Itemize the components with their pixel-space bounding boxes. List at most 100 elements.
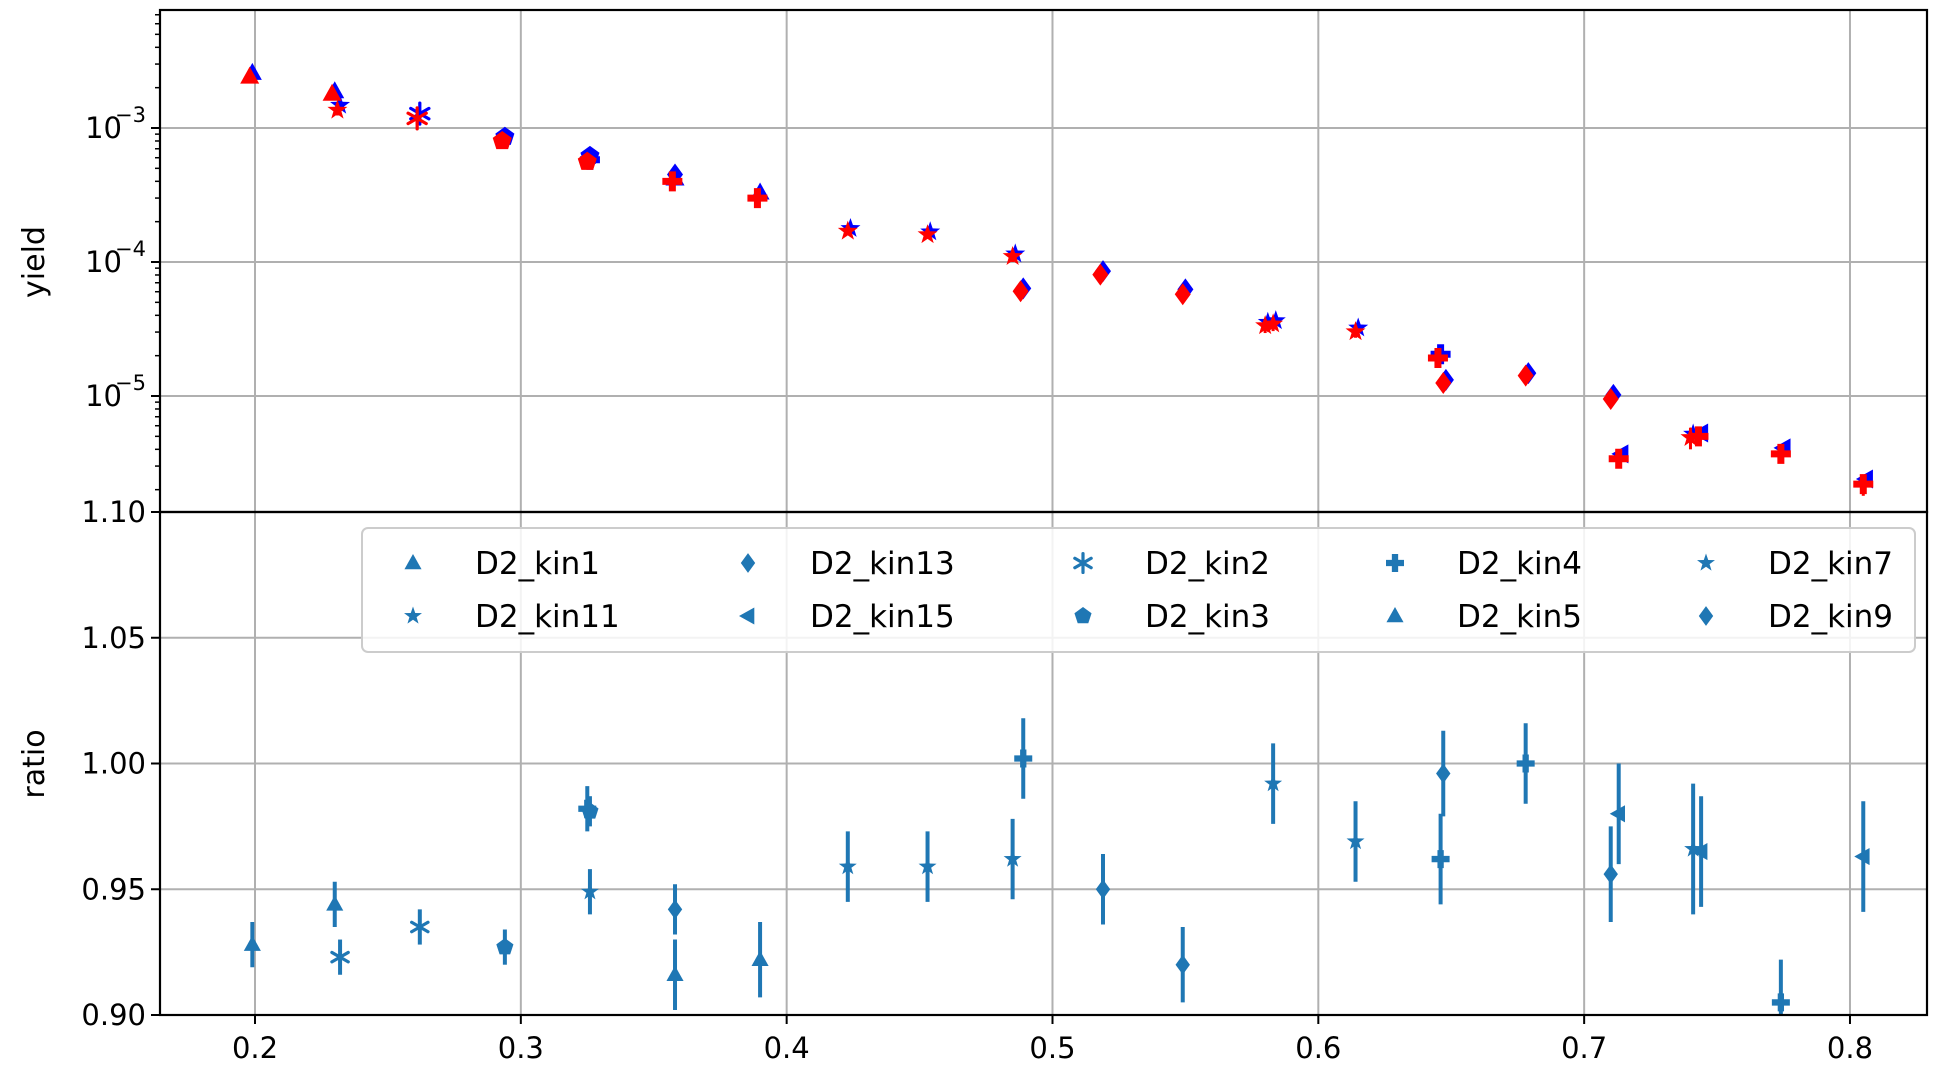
ratio-point bbox=[1854, 848, 1870, 866]
x-tick-label: 0.8 bbox=[1827, 1031, 1873, 1065]
legend-label: D2_kin5 bbox=[1457, 599, 1582, 635]
ratio-point bbox=[243, 935, 261, 951]
yield-point bbox=[1002, 245, 1023, 265]
yield-point bbox=[1345, 321, 1366, 341]
yield-y-tick-label: 10 bbox=[85, 379, 122, 413]
yield-point bbox=[1602, 387, 1619, 410]
yield-y-tick-exponent: −4 bbox=[115, 237, 146, 261]
yield-point bbox=[837, 220, 858, 240]
ratio-panel: 0.900.951.001.051.10 0.2 0.3 0.4 0.5 0.6 0.7 0… bbox=[17, 495, 1927, 1065]
yield-y-tick-label: 10 bbox=[85, 111, 122, 145]
ratio-point bbox=[1516, 754, 1535, 773]
legend-marker bbox=[1386, 554, 1404, 572]
ratio-point bbox=[330, 946, 350, 969]
legend-label: D2_kin7 bbox=[1768, 546, 1893, 582]
ratio-point bbox=[1436, 763, 1451, 784]
yield-point bbox=[840, 217, 861, 237]
legend-marker bbox=[1698, 606, 1714, 626]
yield-point bbox=[920, 221, 941, 241]
legend-label: D2_kin9 bbox=[1768, 599, 1893, 635]
ratio-point bbox=[581, 802, 599, 819]
ratio-point bbox=[751, 950, 769, 966]
yield-point bbox=[577, 151, 597, 170]
ratio-point bbox=[1609, 805, 1626, 823]
yield-point bbox=[1092, 263, 1109, 286]
axes-frames bbox=[158, 8, 1929, 1017]
ratio-y-ticks: 0.90 0.95 1.00 1.05 1.10 bbox=[81, 495, 160, 1032]
yield-y-tick-label: 10 bbox=[85, 245, 122, 279]
yield-y-tick-exponent: −5 bbox=[115, 371, 146, 395]
yield-point bbox=[330, 94, 351, 114]
yield-point bbox=[1435, 372, 1452, 395]
ratio-y-tick-label: 1.00 bbox=[81, 747, 146, 781]
ratio-y-tick-label: 1.10 bbox=[81, 495, 146, 529]
legend-label: D2_kin13 bbox=[810, 546, 955, 582]
yield-point bbox=[1517, 364, 1534, 387]
ratio-point bbox=[496, 938, 514, 955]
x-tick-label: 0.2 bbox=[232, 1031, 278, 1065]
legend-label: D2_kin4 bbox=[1457, 546, 1582, 582]
yield-y-ticks: 10−310−410−5 bbox=[85, 14, 160, 491]
yield-point bbox=[1255, 315, 1276, 335]
ratio-y-tick-label: 0.95 bbox=[81, 872, 146, 906]
yield-point bbox=[662, 171, 683, 192]
yield-point bbox=[1688, 426, 1709, 447]
ratio-x-ticks: 0.2 0.3 0.4 0.5 0.6 0.7 0.8 bbox=[232, 1015, 1873, 1065]
yield-point bbox=[406, 106, 428, 131]
ratio-point bbox=[326, 895, 344, 911]
ratio-point bbox=[1692, 842, 1708, 861]
ratio-y-tick-label: 1.05 bbox=[81, 621, 146, 655]
yield-panel: 10−310−410−5 yield bbox=[17, 10, 1927, 512]
legend-label: D2_kin15 bbox=[810, 599, 955, 635]
legend-marker bbox=[404, 554, 422, 570]
legend-label: D2_kin1 bbox=[475, 546, 600, 582]
ratio-point bbox=[1264, 774, 1283, 792]
legend-marker bbox=[1386, 607, 1404, 623]
legend-label: D2_kin11 bbox=[475, 599, 620, 635]
x-tick-label: 0.7 bbox=[1561, 1031, 1607, 1065]
yield-axis-label: yield bbox=[17, 226, 52, 298]
ratio-axes-frame bbox=[158, 510, 1929, 1017]
yield-point bbox=[1348, 317, 1369, 337]
legend-marker bbox=[1074, 607, 1092, 624]
legend-marker bbox=[739, 607, 755, 625]
ratio-point bbox=[1095, 879, 1111, 900]
x-tick-label: 0.5 bbox=[1029, 1031, 1075, 1065]
ratio-point bbox=[666, 965, 684, 982]
x-tick-label: 0.6 bbox=[1295, 1031, 1341, 1065]
x-tick-label: 0.4 bbox=[764, 1031, 810, 1065]
ratio-point bbox=[918, 857, 937, 875]
yield-point bbox=[1853, 474, 1874, 495]
yield-point bbox=[1427, 348, 1448, 369]
legend-label: D2_kin2 bbox=[1145, 546, 1270, 582]
yield-point bbox=[1263, 313, 1284, 333]
ratio-point bbox=[1431, 850, 1450, 869]
ratio-points bbox=[243, 718, 1870, 1015]
legend-marker bbox=[1073, 551, 1093, 575]
ratio-axis-label: ratio bbox=[17, 729, 52, 798]
yield-point bbox=[1005, 243, 1026, 263]
ratio-point bbox=[1003, 849, 1022, 867]
yield-y-tick-exponent: −3 bbox=[115, 103, 146, 127]
ratio-point bbox=[1771, 993, 1790, 1012]
x-tick-label: 0.3 bbox=[498, 1031, 544, 1065]
yield-point bbox=[492, 130, 512, 150]
ratio-point bbox=[580, 882, 599, 900]
ratio-point bbox=[1684, 839, 1703, 857]
ratio-y-tick-label: 0.90 bbox=[81, 998, 146, 1032]
yield-point bbox=[1174, 283, 1191, 306]
yield-point bbox=[327, 99, 348, 119]
yield-point bbox=[1770, 443, 1791, 464]
ratio-point bbox=[410, 915, 430, 939]
yield-point bbox=[1012, 280, 1029, 303]
legend: D2_kin1 D2_kin13 D2_kin2 D2_kin4 D2_kin7 D2_k… bbox=[361, 527, 1916, 653]
legend-marker bbox=[740, 553, 756, 573]
ratio-point bbox=[1603, 864, 1618, 885]
yield-point bbox=[322, 83, 342, 101]
legend-marker bbox=[404, 606, 422, 624]
yield-point bbox=[917, 224, 938, 244]
ratio-point bbox=[1175, 954, 1190, 975]
yield-point bbox=[1608, 448, 1629, 469]
legend-label: D2_kin3 bbox=[1145, 599, 1270, 635]
